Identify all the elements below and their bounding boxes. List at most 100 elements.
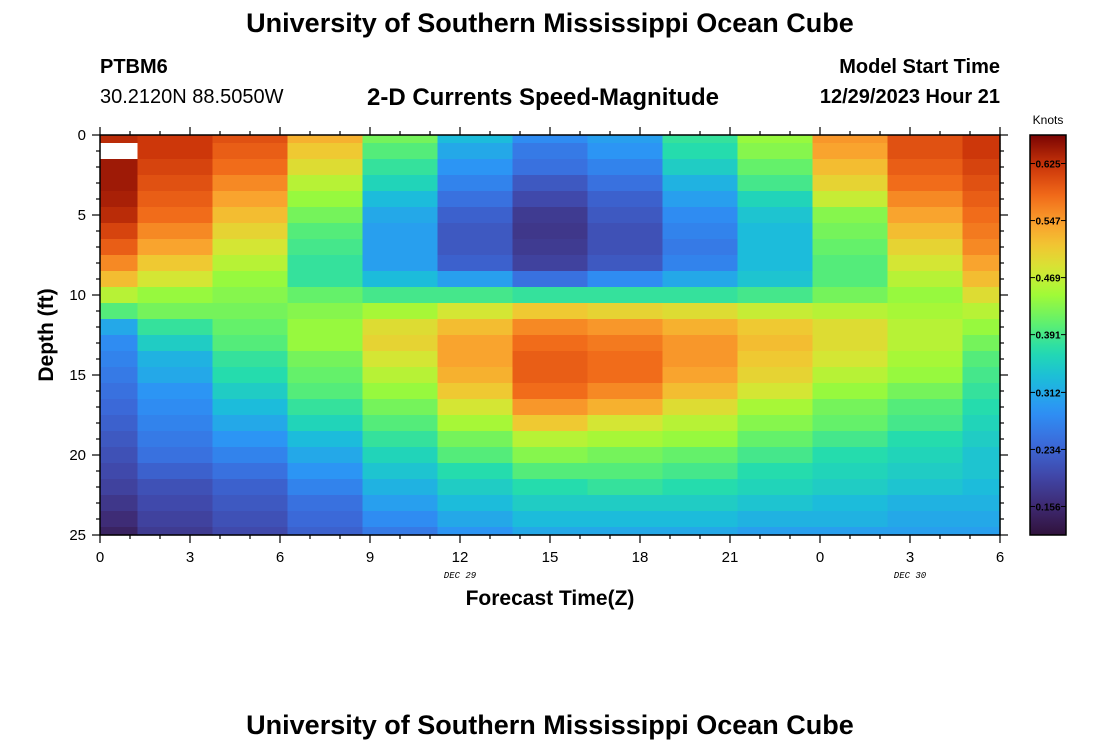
heatmap-cell (362, 495, 439, 512)
heatmap-cell (137, 367, 214, 384)
heatmap-cell (962, 495, 1001, 512)
heatmap-cell (287, 463, 364, 480)
x-tick-label: 6 (276, 549, 284, 566)
heatmap-cell (812, 399, 889, 416)
heatmap-cell (887, 271, 964, 288)
heatmap-cell (662, 447, 739, 464)
heatmap-cell (100, 351, 139, 368)
x-tick-label: 9 (366, 549, 374, 566)
heatmap-cell (137, 191, 214, 208)
heatmap-cell (587, 159, 664, 176)
heatmap-cell (887, 319, 964, 336)
heatmap-cell (512, 239, 589, 256)
heatmap-cell (587, 143, 664, 160)
heatmap-cell (512, 431, 589, 448)
heatmap-cell (587, 175, 664, 192)
heatmap-cell (100, 207, 139, 224)
heatmap-cell (887, 159, 964, 176)
heatmap-cell (737, 271, 814, 288)
heatmap-cell (287, 495, 364, 512)
heatmap-cell (812, 271, 889, 288)
heatmap-cell (662, 239, 739, 256)
heatmap-cell (100, 287, 139, 304)
heatmap-cell (662, 223, 739, 240)
heatmap-cell (100, 135, 139, 144)
heatmap-cell (887, 351, 964, 368)
heatmap-cell (812, 255, 889, 272)
heatmap-cell (662, 351, 739, 368)
heatmap-cell (512, 319, 589, 336)
heatmap-cell (662, 479, 739, 496)
heatmap-cell (437, 319, 514, 336)
heatmap-cell (137, 335, 214, 352)
heatmap-cell (362, 287, 439, 304)
colorbar-tick-label: 0.391 (1035, 331, 1060, 342)
heatmap-cell (887, 143, 964, 160)
heatmap-cell (812, 191, 889, 208)
heatmap-cell (362, 319, 439, 336)
heatmap-cell (212, 527, 289, 536)
heatmap-cell (437, 287, 514, 304)
heatmap-cell (212, 207, 289, 224)
heatmap-cell (887, 175, 964, 192)
heatmap-cell (962, 367, 1001, 384)
heatmap-cell (512, 399, 589, 416)
heatmap-cell (137, 255, 214, 272)
heatmap-cell (212, 383, 289, 400)
heatmap-cell (662, 319, 739, 336)
heatmap-cell (137, 527, 214, 536)
heatmap-cell (212, 399, 289, 416)
heatmap-cell (437, 271, 514, 288)
heatmap-cell (212, 303, 289, 320)
heatmap-cell (362, 447, 439, 464)
heatmap-cell (587, 319, 664, 336)
heatmap-cell (100, 431, 139, 448)
heatmap-cell (212, 479, 289, 496)
colorbar-tick-label: 0.234 (1035, 445, 1060, 456)
heatmap-cell (737, 527, 814, 536)
heatmap-cell (962, 383, 1001, 400)
heatmap-cell (587, 383, 664, 400)
heatmap-cell (887, 335, 964, 352)
heatmap-cell (737, 319, 814, 336)
heatmap-cell (437, 143, 514, 160)
heatmap-cell (587, 479, 664, 496)
heatmap-cell (287, 511, 364, 528)
heatmap-cell (812, 495, 889, 512)
heatmap-cell (512, 287, 589, 304)
heatmap-cell (137, 479, 214, 496)
heatmap-cell (512, 255, 589, 272)
heatmap-cell (212, 135, 289, 144)
heatmap-cell (137, 239, 214, 256)
heatmap-cell (587, 287, 664, 304)
heatmap-cell (887, 239, 964, 256)
heatmap-cell (512, 143, 589, 160)
heatmap-cell (512, 463, 589, 480)
heatmap-cell (512, 159, 589, 176)
heatmap-cell (287, 287, 364, 304)
heatmap-cell (100, 255, 139, 272)
heatmap-cell (287, 415, 364, 432)
heatmap-cell (137, 399, 214, 416)
heatmap-cell (212, 511, 289, 528)
heatmap-cell (662, 287, 739, 304)
heatmap-cell (887, 135, 964, 144)
heatmap-cell (812, 159, 889, 176)
heatmap-cell (512, 303, 589, 320)
heatmap-cell (100, 239, 139, 256)
colorbar-tick-label: 0.469 (1035, 274, 1060, 285)
station-id: PTBM6 (100, 56, 168, 78)
heatmap-cell (437, 447, 514, 464)
station-coordinates: 30.2120N 88.5050W (100, 86, 284, 108)
heatmap-cell (812, 223, 889, 240)
heatmap-cell (662, 175, 739, 192)
heatmap-cell (137, 463, 214, 480)
heatmap-cell (962, 335, 1001, 352)
heatmap-cell (962, 351, 1001, 368)
heatmap-cell (362, 351, 439, 368)
heatmap-cell (437, 399, 514, 416)
x-tick-label: 3 (186, 549, 194, 566)
heatmap-cell (437, 383, 514, 400)
heatmap-cell (587, 447, 664, 464)
x-tick-label: 0 (96, 549, 104, 566)
